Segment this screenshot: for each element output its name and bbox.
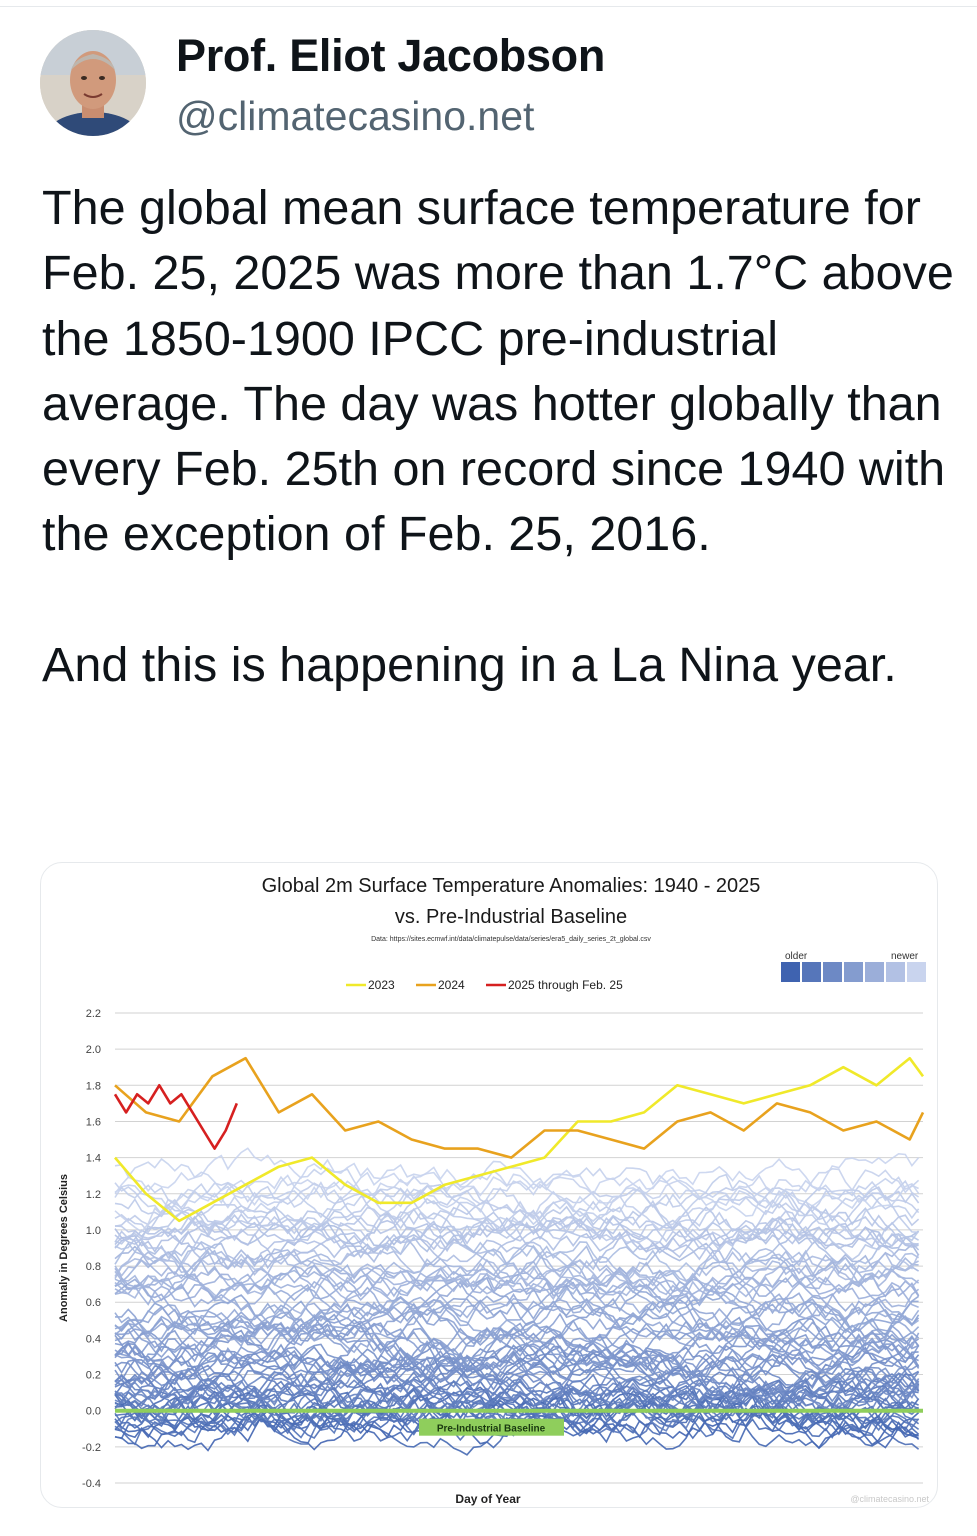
top-divider [0,6,977,7]
chart-grid [115,1012,923,1484]
author-block: Prof. Eliot Jacobson @climatecasino.net [176,30,605,142]
historical-year-line [114,1346,920,1403]
gradient-swatch [781,962,800,982]
historical-year-line [114,1316,920,1375]
x-axis-label: Day of Year [455,1492,520,1506]
historical-year-line [114,1264,919,1315]
avatar-portrait [40,30,146,136]
y-tick-label: 0.8 [86,1261,101,1273]
historical-year-line [115,1298,920,1357]
y-tick-label: 1.8 [86,1080,101,1092]
series-legend: 2023 2024 2025 through Feb. 25 [346,978,623,992]
avatar[interactable] [40,30,146,136]
historical-year-line [114,1179,920,1232]
historical-year-line [114,1315,920,1375]
y-tick-label: 0.6 [86,1297,101,1309]
y-tick-label: 0.2 [86,1370,101,1382]
y-tick-label: 1.2 [86,1189,101,1201]
y-tick-label: 1.6 [86,1116,101,1128]
series-2025-line [113,1084,239,1150]
legend-entry: 2023 [368,978,395,992]
temperature-chart: Pre-Industrial Baseline 2.2 2.0 1.8 1.6 1.4 1… [58,875,929,1506]
gradient-swatch [802,962,821,982]
historical-year-line [114,1182,920,1226]
historical-year-line [114,1261,920,1319]
series-2024-line [114,1056,925,1159]
historical-year-line [114,1157,920,1217]
watermark: @climatecasino.net [850,1494,929,1504]
baseline-label: Pre-Industrial Baseline [437,1424,546,1435]
chart-title: Global 2m Surface Temperature Anomalies:… [262,875,761,897]
legend-entry: 2024 [438,978,465,992]
historical-year-line [114,1343,919,1393]
historical-year-line [114,1167,919,1233]
attached-chart-image[interactable]: Pre-Industrial Baseline 2.2 2.0 1.8 1.6 1.4 1… [40,862,938,1508]
post-text: The global mean surface temperature for … [42,181,954,693]
historical-year-line [114,1215,919,1259]
historical-year-line [114,1346,920,1412]
baseline-group: Pre-Industrial Baseline [115,1408,923,1436]
historical-year-line [114,1243,920,1303]
historical-year-line [114,1314,920,1363]
y-tick-label: 2.2 [86,1008,101,1020]
author-handle[interactable]: @climatecasino.net [176,93,535,139]
legend-older-label: older [785,951,808,962]
gradient-swatch [907,962,926,982]
legend-newer-label: newer [891,951,919,962]
historical-year-line [114,1235,919,1290]
y-tick-label: -0.2 [82,1442,101,1454]
historical-year-line [114,1354,920,1411]
y-tick-labels: 2.2 2.0 1.8 1.6 1.4 1.2 1.0 0.8 0.6 0.4 0.2 0.0 -0.2… [82,1008,101,1490]
legend-entry: 2025 through Feb. 25 [508,978,623,992]
author-name[interactable]: Prof. Eliot Jacobson [176,30,606,81]
gradient-swatches [781,962,926,982]
historical-year-line [114,1226,920,1269]
historical-year-line [114,1372,920,1437]
series-2023-line [114,1056,925,1223]
y-tick-label: 1.4 [86,1153,101,1165]
y-tick-label: 0.0 [86,1406,101,1418]
y-axis-label: Anomaly in Degrees Celsius [58,1174,70,1322]
historical-year-line [114,1379,919,1431]
baseline-label-box [419,1418,564,1436]
y-tick-label: 1.0 [86,1225,101,1237]
historical-year-line [114,1285,920,1354]
historical-year-line [114,1290,919,1341]
highlight-series [113,1056,925,1223]
gradient-swatch [865,962,884,982]
y-tick-label: -0.4 [82,1478,101,1490]
chart-subtitle: vs. Pre-Industrial Baseline [395,906,627,928]
historical-year-line [114,1341,920,1385]
historical-year-line [114,1147,920,1197]
gradient-swatch [844,962,863,982]
historical-year-line [114,1329,920,1383]
gradient-legend: older newer [781,951,926,982]
historical-year-line [114,1345,920,1406]
gradient-swatch [823,962,842,982]
historical-year-line [114,1251,920,1305]
historical-year-line [114,1183,920,1240]
historical-year-line [114,1207,920,1256]
historical-year-line [114,1203,920,1261]
y-tick-label: 0.4 [86,1333,101,1345]
gradient-swatch [886,962,905,982]
historical-year-line [114,1309,919,1362]
y-tick-label: 2.0 [86,1044,101,1056]
chart-source: Data: https://sites.ecmwf.int/data/clima… [371,936,651,943]
